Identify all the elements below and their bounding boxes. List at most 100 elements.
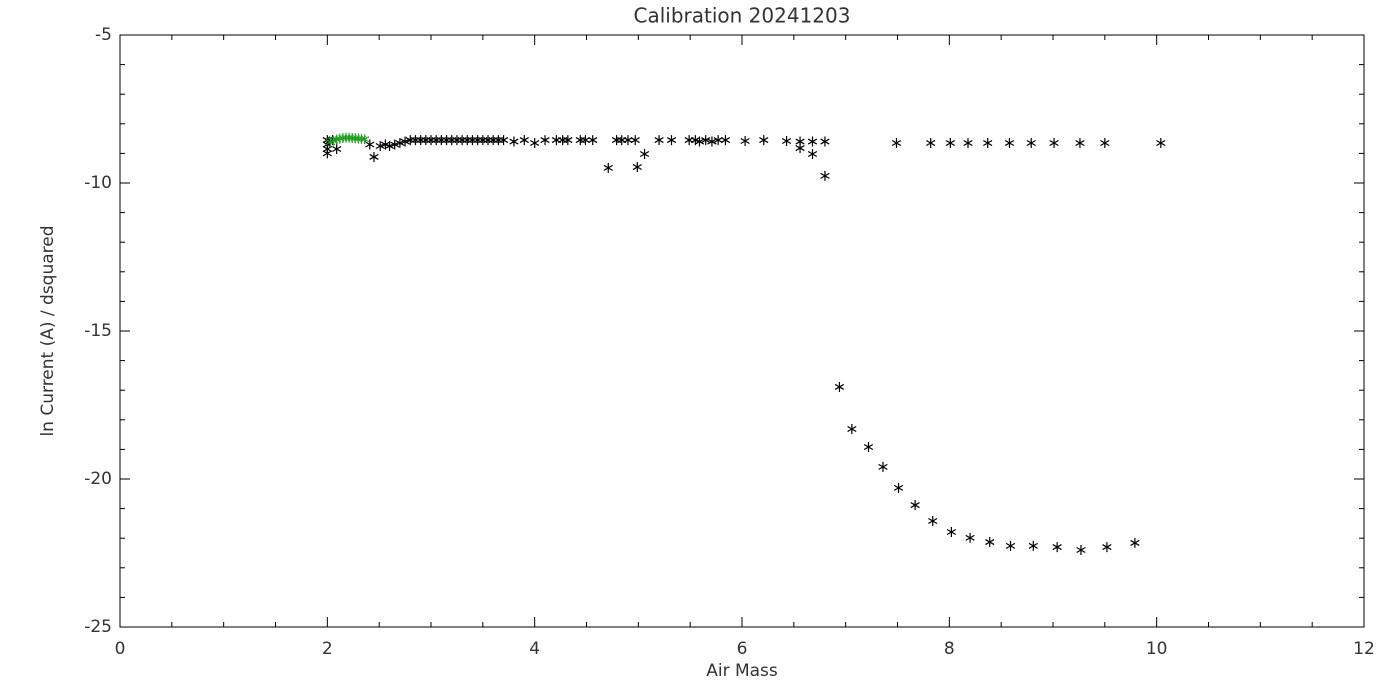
data-point <box>807 136 818 147</box>
x-axis-label: Air Mass <box>706 661 778 681</box>
data-point <box>1004 138 1015 149</box>
data-point <box>893 482 904 493</box>
data-point <box>400 136 410 147</box>
x-tick-label: 12 <box>1353 639 1375 659</box>
data-point <box>847 423 857 434</box>
x-tick-label: 10 <box>1146 639 1168 659</box>
data-point <box>611 135 622 146</box>
data-point <box>878 461 888 472</box>
data-point <box>759 135 769 146</box>
data-point <box>488 135 498 146</box>
data-point <box>1052 542 1062 553</box>
data-point <box>519 135 529 146</box>
data-point <box>540 135 550 146</box>
data-point <box>1156 138 1166 149</box>
data-point <box>365 139 375 150</box>
data-point <box>1049 138 1059 149</box>
data-point <box>1005 540 1016 551</box>
data-point <box>781 135 792 146</box>
data-point <box>639 148 650 159</box>
data-point <box>563 135 573 146</box>
data-point <box>834 381 845 392</box>
data-point <box>498 135 509 146</box>
y-tick-label: -10 <box>84 173 112 193</box>
data-point <box>603 162 613 173</box>
data-point <box>369 151 379 162</box>
data-point <box>457 135 467 146</box>
data-point <box>985 537 995 548</box>
data-point <box>666 135 677 146</box>
data-point <box>395 138 405 149</box>
data-point <box>478 135 488 146</box>
data-point <box>684 135 694 146</box>
data-point <box>694 136 705 147</box>
data-point <box>473 135 483 146</box>
y-axis-label: ln Current (A) / dsquared <box>38 225 58 436</box>
data-point <box>630 135 640 146</box>
y-tick-label: -5 <box>95 25 112 45</box>
y-tick-label: -20 <box>84 469 112 489</box>
data-point <box>1100 138 1110 149</box>
data-point <box>390 139 400 150</box>
data-point <box>575 135 585 146</box>
data-point <box>431 135 441 146</box>
data-point <box>820 136 830 147</box>
data-point <box>1075 138 1085 149</box>
data-point <box>945 138 956 149</box>
data-point <box>410 135 421 146</box>
data-point <box>807 148 818 159</box>
data-point <box>910 500 920 511</box>
data-point <box>441 135 452 146</box>
data-point <box>1130 537 1140 548</box>
data-point <box>707 136 717 147</box>
data-point <box>551 135 562 146</box>
data-point <box>983 138 993 149</box>
x-tick-label: 8 <box>944 639 955 659</box>
data-point <box>863 442 874 453</box>
data-point <box>462 135 472 146</box>
data-point <box>452 135 462 146</box>
data-point <box>654 135 664 146</box>
y-tick-label: -25 <box>84 617 112 637</box>
x-tick-label: 6 <box>737 639 748 659</box>
y-tick-label: -15 <box>84 321 112 341</box>
data-point <box>1026 138 1036 149</box>
data-point <box>384 141 395 151</box>
x-tick-label: 4 <box>529 639 540 659</box>
x-tick-label: 2 <box>322 639 333 659</box>
data-point <box>483 135 493 146</box>
data-point <box>436 135 446 146</box>
data-point <box>713 135 723 146</box>
data-point <box>928 516 938 527</box>
chart-title: Calibration 20241203 <box>634 4 851 28</box>
data-point <box>720 135 731 146</box>
data-point <box>740 135 750 146</box>
data-point <box>632 162 642 173</box>
data-point <box>558 135 568 146</box>
data-point <box>820 170 830 181</box>
data-point <box>617 135 627 146</box>
data-point <box>963 138 973 149</box>
data-point <box>1076 545 1086 556</box>
data-point <box>795 143 805 154</box>
data-point <box>360 134 370 145</box>
data-point <box>926 138 936 149</box>
data-point <box>588 135 598 146</box>
data-point <box>426 135 436 146</box>
data-point <box>467 135 478 146</box>
data-point <box>332 143 342 154</box>
data-point <box>623 135 633 146</box>
data-point <box>322 148 332 159</box>
data-point <box>493 135 504 146</box>
data-point <box>580 135 591 146</box>
data-point <box>1102 542 1112 553</box>
data-point <box>1028 540 1038 551</box>
data-point <box>946 526 957 537</box>
data-point <box>530 138 540 149</box>
data-point <box>965 532 975 543</box>
data-point <box>421 135 431 146</box>
data-point <box>375 141 385 151</box>
data-point <box>447 135 457 146</box>
